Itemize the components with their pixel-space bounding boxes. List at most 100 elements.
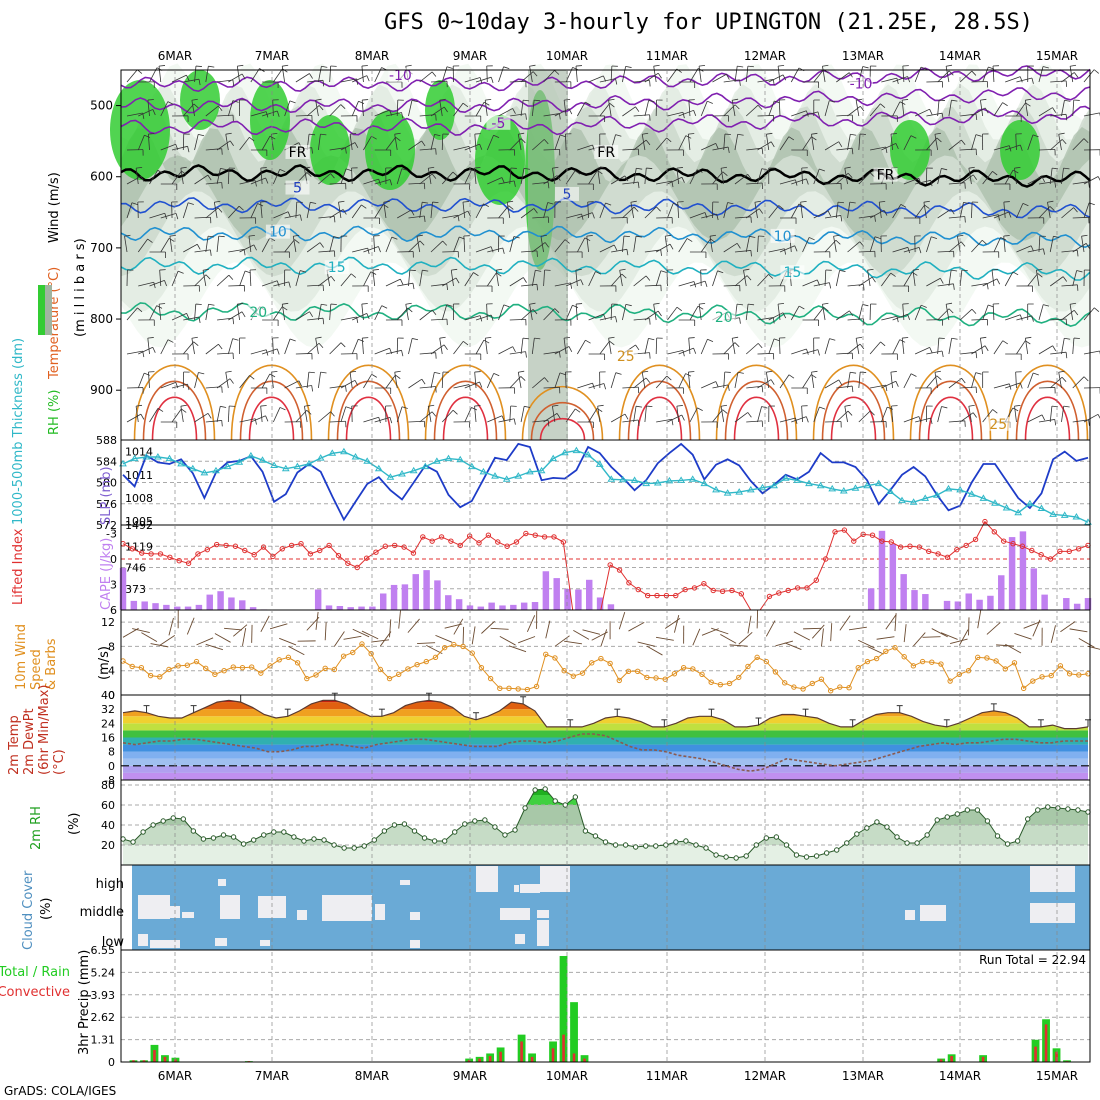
wind-barb (453, 210, 469, 219)
y-tick-label: 500 (90, 99, 113, 113)
wind-barb (191, 100, 195, 117)
rh-marker (984, 818, 991, 824)
wind-barb (194, 174, 209, 185)
wind-barb (655, 337, 658, 355)
wind-barb (992, 66, 995, 83)
wind-barb-flag (883, 210, 888, 216)
wind-barb (498, 66, 504, 83)
wind-barb (194, 66, 197, 83)
wind-barb-flag (754, 200, 761, 203)
thickness-marker (944, 484, 953, 492)
wind-barb (509, 80, 526, 83)
wind-barb (993, 145, 1010, 151)
wind-marker (873, 655, 880, 662)
wind-barb (349, 372, 353, 389)
cape-bar (184, 606, 192, 610)
wind-barb (385, 236, 393, 253)
wind-barb-flag (1020, 144, 1023, 151)
wind-barb-flag (934, 132, 941, 135)
wind-barb (858, 134, 861, 151)
wind-barb (554, 372, 561, 389)
wind-barb (768, 74, 784, 83)
wind-barb (343, 635, 362, 640)
wind-barb (442, 277, 457, 287)
wind-barb (622, 106, 636, 117)
wind-barb (655, 270, 662, 287)
wind-marker (745, 663, 751, 670)
lifted-marker (954, 546, 960, 553)
contour-label-bg (849, 76, 873, 91)
wind-barb-flag (140, 413, 145, 420)
wind-marker (791, 684, 797, 690)
rh-marker (954, 811, 961, 817)
wind-barb (126, 413, 142, 423)
wind-barb (441, 66, 448, 83)
wind-barb (228, 311, 243, 321)
wind-barb (183, 316, 200, 321)
cloud-block (537, 910, 549, 918)
wind-barb (484, 100, 488, 117)
wind-barb (509, 351, 526, 355)
temperature-contour (120, 86, 1091, 114)
wind-barb (746, 420, 763, 423)
wind-barb (183, 243, 198, 253)
warm-temperature-contour (715, 364, 798, 441)
wind-barb-flag (1097, 414, 1100, 419)
lifted-marker (991, 529, 998, 535)
wind-barb (182, 341, 194, 355)
lifted-tick-label: 0 (110, 553, 117, 566)
wind-marker (892, 644, 898, 651)
wind-barb-flag (1025, 98, 1032, 101)
wind-barb (408, 100, 413, 117)
lifted-marker (326, 542, 332, 549)
thickness-marker (770, 481, 778, 489)
lifted-marker (176, 558, 182, 564)
wind-marker (248, 664, 255, 670)
wind-barb-flag (534, 337, 541, 340)
wind-barb (543, 70, 555, 83)
lifted-marker (373, 549, 379, 555)
wind-barb (892, 313, 908, 321)
thickness-marker (188, 464, 197, 472)
wind-barb-flag (630, 200, 637, 203)
wind-barb (926, 112, 943, 117)
thickness-marker (758, 483, 767, 491)
cloud-block (220, 895, 240, 919)
thickness-marker (409, 466, 418, 474)
wind-barb (273, 281, 289, 287)
wind-barb-flag (208, 235, 215, 238)
wind-barb (171, 170, 182, 185)
wind-marker (414, 661, 420, 668)
wind-barb-flag (697, 305, 704, 310)
thickness-marker (293, 462, 302, 470)
wind-barb (1060, 621, 1076, 633)
wind-barb-flag (253, 244, 257, 251)
wind-barb-flag (645, 377, 651, 383)
thickness-marker (665, 476, 674, 484)
wind-barb (565, 279, 581, 287)
thickness-marker (363, 457, 372, 464)
wind-barb-flag (697, 407, 703, 411)
thickness-marker (688, 475, 697, 482)
wind-barb-flag (671, 419, 674, 426)
thickness-tick-label: 588 (96, 434, 117, 447)
lifted-tick-label: 6 (110, 604, 117, 617)
lifted-marker (410, 550, 417, 556)
wind-barb (124, 236, 128, 253)
contour-label: 20 (715, 310, 733, 326)
wind-barb (644, 168, 647, 185)
cape-bar (325, 605, 333, 610)
thickness-marker (351, 453, 360, 460)
wind-barb-flag (282, 302, 289, 305)
wind-barb (712, 270, 718, 287)
temp-label-part: (6hr Min/Max) (37, 685, 52, 775)
wind-barb (959, 174, 974, 185)
wind-barb-flag (924, 204, 930, 209)
wind-barb (509, 277, 524, 287)
warm-temperature-contour (539, 418, 586, 441)
rh-marker (431, 838, 438, 844)
wind-marker (193, 658, 200, 665)
cape-bar (965, 593, 972, 610)
wind-barb (779, 374, 790, 389)
wind-barb-flag (1003, 235, 1010, 237)
